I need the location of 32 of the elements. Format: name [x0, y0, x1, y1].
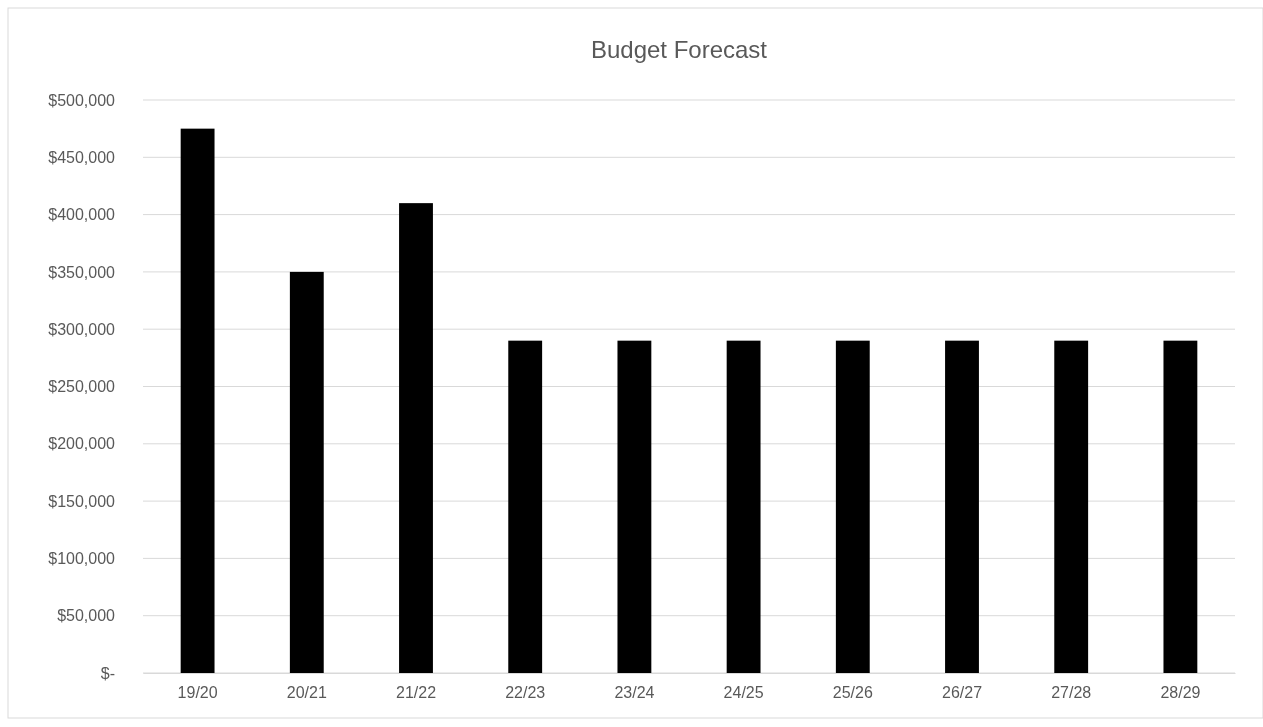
- chart-title: Budget Forecast: [590, 36, 768, 63]
- x-tick-label: 23/24: [614, 684, 655, 702]
- bar: [945, 340, 979, 673]
- bar: [180, 128, 215, 673]
- x-tick-label: 21/22: [395, 684, 437, 702]
- bar: [508, 340, 543, 673]
- bar: [1054, 340, 1089, 673]
- bar: [289, 271, 324, 673]
- y-tick-label: $500,000: [48, 91, 116, 109]
- y-tick-label: $300,000: [48, 320, 116, 338]
- x-tick-label: 28/29: [1160, 684, 1201, 702]
- x-tick-label: 26/27: [941, 684, 983, 702]
- bar: [399, 203, 433, 673]
- y-tick-label: $50,000: [57, 607, 116, 625]
- y-tick-label: $400,000: [48, 206, 116, 224]
- x-tick-label: 27/28: [1051, 684, 1092, 702]
- y-tick-label: $450,000: [48, 148, 116, 166]
- y-tick-label: $250,000: [48, 378, 116, 396]
- y-tick-label: $-: [100, 664, 115, 682]
- bar: [1163, 340, 1198, 673]
- y-tick-label: $100,000: [48, 550, 116, 568]
- x-tick-label: 22/23: [505, 684, 546, 702]
- x-tick-label: 19/20: [177, 684, 218, 702]
- y-tick-label: $200,000: [48, 435, 116, 453]
- y-tick-label: $150,000: [48, 492, 116, 510]
- bar: [726, 340, 761, 673]
- bar: [617, 340, 652, 673]
- x-tick-label: 25/26: [832, 684, 873, 702]
- x-tick-label: 24/25: [723, 684, 764, 702]
- y-tick-label: $350,000: [48, 263, 116, 281]
- x-tick-label: 20/21: [286, 684, 327, 702]
- bar: [835, 340, 870, 673]
